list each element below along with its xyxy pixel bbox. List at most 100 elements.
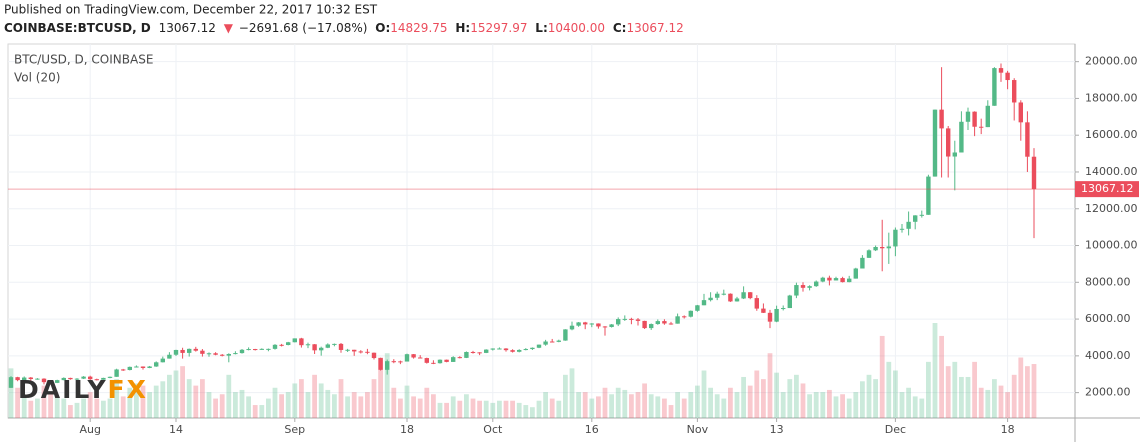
volume-bar — [1005, 392, 1010, 418]
candle-body — [431, 362, 436, 364]
volume-bar — [576, 392, 581, 418]
volume-bar — [827, 389, 832, 418]
candle-body — [589, 323, 594, 325]
candle-body — [748, 292, 753, 299]
volume-bar — [338, 379, 344, 418]
candle-body — [134, 366, 139, 368]
volume-bar — [477, 400, 482, 418]
y-tick-label: 18000.00 — [1085, 91, 1138, 104]
volume-bar — [945, 366, 951, 418]
candle-body — [272, 344, 278, 349]
volume-bar — [972, 361, 977, 418]
volume-bar — [794, 374, 799, 418]
candle-body — [127, 366, 132, 371]
candle-body — [503, 348, 509, 351]
legend-title: BTC/USD, D, COINBASE — [14, 53, 153, 67]
candle-body — [325, 344, 330, 348]
volume-bar — [61, 398, 67, 418]
volume-bar — [886, 361, 892, 418]
candle-body — [266, 348, 271, 350]
volume-bar — [101, 400, 106, 418]
low-label: L: — [535, 21, 547, 35]
candle-body — [213, 353, 218, 355]
volume-bar — [582, 392, 588, 418]
candle-body — [305, 344, 311, 346]
candle-body — [140, 366, 146, 368]
candle-body — [569, 325, 575, 330]
candle-body — [814, 281, 819, 287]
candle-body — [371, 352, 377, 359]
volume-bar — [714, 394, 720, 418]
candle-body — [404, 354, 410, 362]
candle-body — [312, 344, 317, 351]
candle-body — [1025, 122, 1030, 157]
x-tick-label: 18 — [1001, 423, 1015, 436]
y-tick-label: 2000.00 — [1085, 386, 1131, 399]
volume-bar — [450, 396, 456, 418]
volume-bar — [233, 392, 238, 418]
candle-body — [206, 353, 212, 355]
x-tick-label: Dec — [885, 423, 906, 436]
candle-body — [761, 308, 766, 313]
candle-body — [1012, 80, 1017, 103]
candle-body — [259, 348, 264, 350]
volume-bar — [120, 396, 126, 418]
candle-body — [55, 380, 60, 383]
y-tick-label: 12000.00 — [1085, 202, 1138, 215]
volume-bar — [879, 335, 885, 418]
volume-bar — [596, 396, 601, 418]
candle-body — [28, 377, 33, 380]
logo: DAILYFX — [18, 375, 148, 404]
candle-body — [451, 357, 456, 362]
candle-body — [926, 176, 931, 215]
volume-bar — [312, 374, 317, 418]
volume-bar — [853, 392, 859, 418]
volume-bar — [787, 379, 793, 418]
volume-bar — [609, 394, 614, 418]
candle-body — [622, 318, 627, 320]
candle-body — [754, 298, 759, 309]
volume-bar — [860, 381, 865, 418]
volume-bar — [846, 398, 852, 418]
volume-bar — [668, 405, 674, 418]
candle-body — [490, 348, 495, 350]
volume-bar — [530, 407, 535, 418]
volume-bar — [305, 392, 311, 418]
x-tick-label: Sep — [284, 423, 305, 436]
candle-body — [807, 286, 812, 288]
volume-bar — [959, 376, 964, 418]
volume-bar — [391, 387, 397, 418]
x-tick-label: 13 — [770, 423, 784, 436]
candle-body — [721, 293, 726, 295]
x-tick-label: 18 — [400, 423, 414, 436]
candle-body — [873, 246, 878, 251]
high: 15297.97 — [470, 21, 527, 35]
volume-bar — [873, 379, 878, 418]
candle-body — [635, 319, 641, 321]
y-tick-label: 6000.00 — [1085, 312, 1131, 325]
candle-body — [154, 362, 159, 367]
volume-bar — [68, 405, 73, 418]
volume-bar — [54, 396, 60, 418]
volume-bar — [431, 394, 436, 418]
candle-body — [979, 126, 984, 128]
volume-bar — [866, 374, 872, 418]
volume-bar — [615, 387, 621, 418]
volume-bar — [193, 385, 199, 418]
y-tick-label: 4000.00 — [1085, 349, 1131, 362]
candle-body — [827, 277, 832, 281]
volume-bar — [807, 394, 812, 418]
candle-body — [629, 318, 634, 320]
y-tick-label: 8000.00 — [1085, 275, 1131, 288]
candle-body — [484, 349, 489, 353]
candle-body — [180, 349, 185, 353]
logo-left: DAILY — [18, 375, 108, 404]
volume-bar — [292, 383, 298, 418]
volume-bar — [404, 385, 410, 418]
volume-bar — [266, 398, 271, 418]
volume-bar — [384, 353, 390, 418]
candle-body — [41, 378, 47, 383]
candle-body — [1018, 102, 1023, 123]
candle-body — [22, 377, 27, 381]
